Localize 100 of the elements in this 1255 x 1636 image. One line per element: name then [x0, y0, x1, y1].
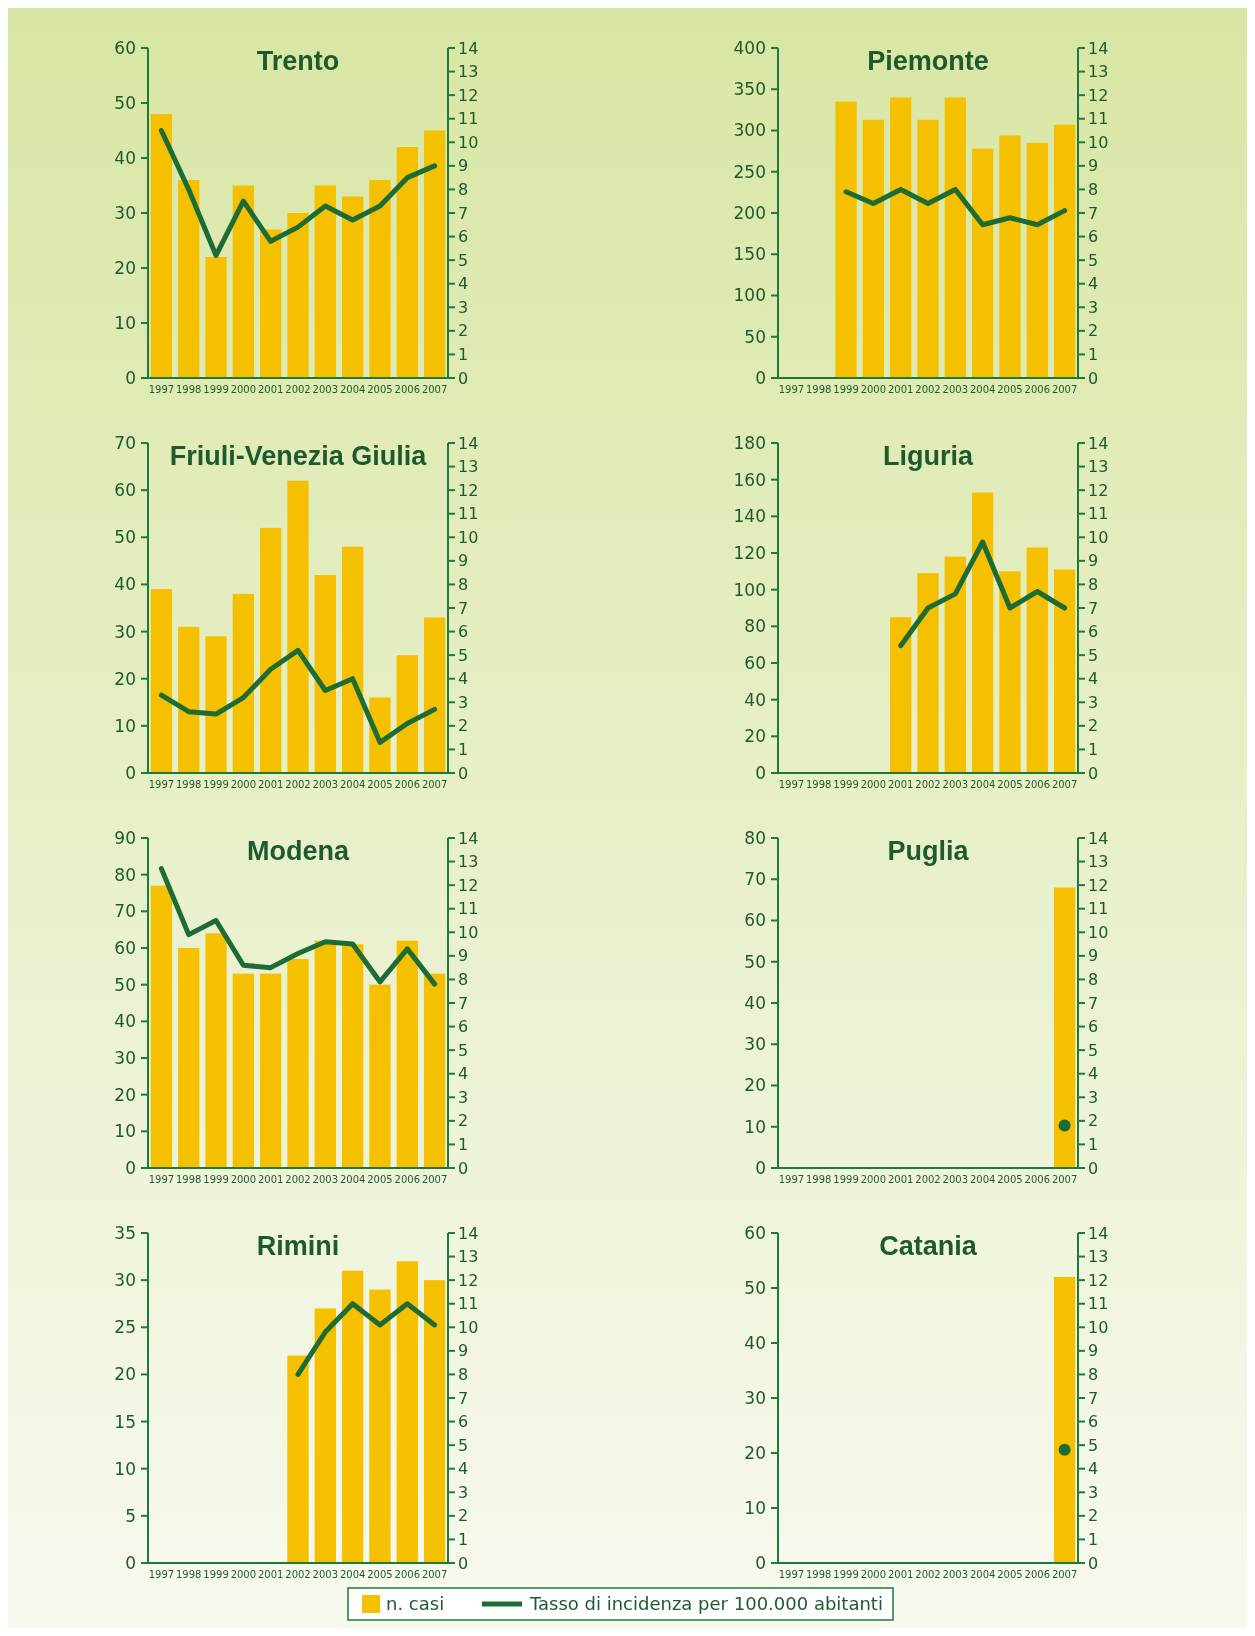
x-tick-label: 2003: [312, 779, 339, 790]
y2-tick-label: 9: [1088, 946, 1099, 966]
x-tick-label: 2001: [257, 1569, 284, 1580]
y2-tick-label: 9: [458, 1341, 469, 1361]
y2-tick-label: 3: [458, 692, 469, 712]
y-tick-label: 20: [114, 1084, 136, 1105]
y-tick-label: 40: [114, 574, 136, 595]
y-tick-label: 10: [744, 1116, 766, 1137]
y2-tick-label: 6: [458, 1017, 469, 1037]
y2-tick-label: 7: [458, 598, 469, 618]
y2-tick-label: 2: [458, 1111, 469, 1131]
y-tick-label: 100: [733, 285, 766, 306]
y2-tick-label: 6: [458, 622, 469, 642]
x-tick-label: 1999: [203, 1174, 229, 1185]
x-tick-label: 2005: [997, 779, 1023, 790]
y2-tick-label: 8: [458, 180, 469, 200]
x-tick-label: 1999: [833, 779, 859, 790]
y-tick-label: 80: [744, 827, 766, 848]
y2-tick-label: 0: [458, 1158, 469, 1178]
x-tick-label: 2004: [969, 1569, 996, 1580]
y2-tick-label: 6: [1088, 227, 1099, 247]
y-tick-label: 50: [744, 326, 766, 347]
x-tick-label: 2003: [942, 384, 969, 395]
x-tick-label: 2004: [339, 779, 366, 790]
y-tick-label: 20: [114, 668, 136, 689]
y2-tick-label: 1: [458, 345, 469, 365]
x-tick-label: 1999: [203, 779, 229, 790]
y2-tick-label: 14: [458, 38, 479, 58]
y-tick-label: 40: [744, 689, 766, 710]
y-tick-label: 40: [744, 1332, 766, 1353]
y2-tick-label: 13: [458, 852, 479, 872]
y2-tick-label: 12: [1088, 85, 1109, 105]
x-tick-label: 2004: [969, 384, 996, 395]
y2-tick-label: 1: [1088, 345, 1099, 365]
y2-tick-label: 5: [1088, 1040, 1099, 1060]
y2-tick-label: 1: [1088, 1135, 1099, 1155]
y-tick-label: 0: [125, 762, 136, 783]
x-tick-label: 2000: [230, 779, 257, 790]
y-tick-label: 90: [114, 827, 136, 848]
y-tick-label: 0: [125, 1552, 136, 1573]
x-tick-label: 2006: [1024, 779, 1051, 790]
y2-tick-label: 5: [458, 645, 469, 665]
x-tick-label: 2005: [367, 384, 393, 395]
x-tick-label: 2006: [394, 1174, 421, 1185]
y-tick-label: 20: [114, 257, 136, 278]
x-tick-label: 1998: [175, 384, 202, 395]
y2-tick-label: 11: [1088, 899, 1109, 919]
y2-tick-label: 7: [1088, 203, 1099, 223]
y2-tick-label: 10: [1088, 1317, 1109, 1337]
x-tick-label: 2007: [421, 1174, 448, 1185]
x-tick-label: 2000: [860, 384, 887, 395]
y2-tick-label: 14: [458, 828, 479, 848]
x-tick-label: 2003: [942, 1569, 969, 1580]
x-tick-label: 1997: [148, 779, 175, 790]
x-tick-label: 2000: [230, 384, 257, 395]
y-tick-label: 60: [114, 37, 136, 58]
x-tick-label: 1997: [778, 384, 805, 395]
x-tick-label: 2001: [257, 779, 284, 790]
y-tick-label: 20: [744, 1442, 766, 1463]
y2-tick-label: 6: [458, 1412, 469, 1432]
chart-title: Friuli-Venezia Giulia: [169, 441, 428, 471]
y2-tick-label: 9: [1088, 156, 1099, 176]
chart-title: Liguria: [882, 441, 974, 471]
y-tick-label: 60: [114, 937, 136, 958]
x-tick-label: 2005: [367, 1174, 393, 1185]
y2-tick-label: 13: [1088, 62, 1109, 82]
y-tick-label: 0: [125, 367, 136, 388]
y2-tick-label: 10: [458, 922, 479, 942]
x-tick-label: 1998: [805, 1174, 832, 1185]
x-tick-label: 2006: [394, 1569, 421, 1580]
x-tick-label: 2002: [285, 779, 311, 790]
x-tick-label: 2000: [860, 779, 887, 790]
x-tick-label: 1997: [148, 1174, 175, 1185]
y2-tick-label: 12: [458, 480, 479, 500]
y-tick-label: 10: [114, 1121, 136, 1142]
x-tick-label: 2006: [1024, 384, 1051, 395]
y2-tick-label: 11: [1088, 1294, 1109, 1314]
x-tick-label: 2007: [1051, 1174, 1078, 1185]
x-tick-label: 2001: [887, 1569, 914, 1580]
y2-tick-label: 0: [1088, 763, 1099, 783]
y2-tick-label: 8: [458, 1365, 469, 1385]
x-tick-label: 2001: [257, 1174, 284, 1185]
y-tick-label: 20: [114, 1364, 136, 1385]
y2-tick-label: 12: [1088, 875, 1109, 895]
y2-tick-label: 3: [458, 1482, 469, 1502]
y2-tick-label: 6: [1088, 1412, 1099, 1432]
x-tick-label: 1998: [175, 1569, 202, 1580]
y-tick-label: 50: [114, 92, 136, 113]
y2-tick-label: 3: [1088, 1087, 1099, 1107]
x-tick-label: 1999: [833, 384, 859, 395]
y-tick-label: 30: [114, 1047, 136, 1068]
y2-tick-label: 4: [458, 1459, 469, 1479]
y2-tick-label: 5: [458, 250, 469, 270]
y-tick-label: 10: [114, 715, 136, 736]
y-tick-label: 50: [114, 527, 136, 548]
y2-tick-label: 2: [1088, 716, 1099, 736]
x-tick-label: 1999: [203, 384, 229, 395]
y2-tick-label: 12: [1088, 480, 1109, 500]
y2-tick-label: 2: [1088, 321, 1099, 341]
x-tick-label: 2006: [394, 779, 421, 790]
